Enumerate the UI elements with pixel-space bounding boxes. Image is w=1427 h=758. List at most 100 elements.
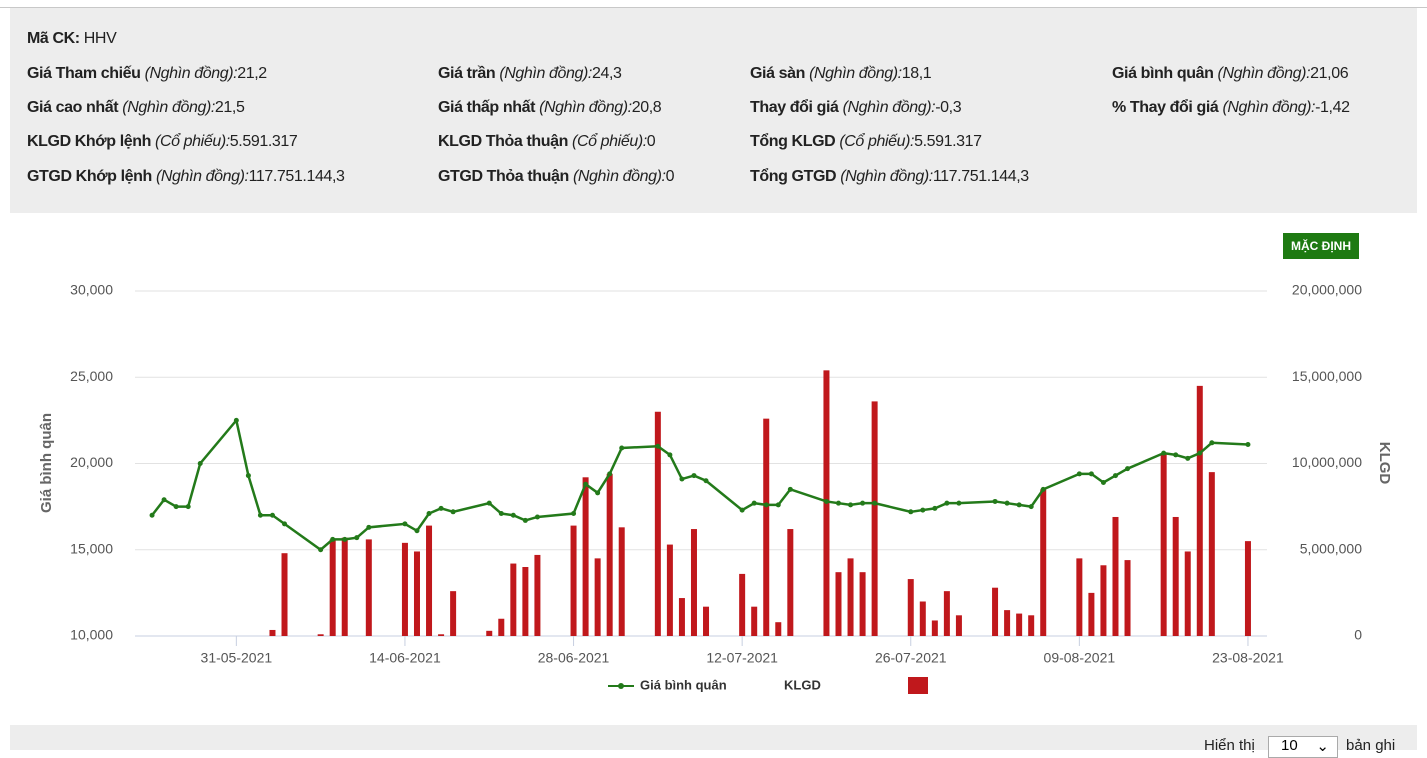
x-tick-label: 26-07-2021 [875, 650, 947, 666]
y2-tick-label: 0 [1354, 627, 1362, 643]
bar [329, 539, 336, 636]
info-unit: (Cổ phiếu): [839, 133, 915, 150]
price-point [1076, 471, 1082, 477]
info-label: KLGD Khớp lệnh [27, 133, 151, 150]
price-point [1112, 473, 1118, 479]
price-point [161, 497, 167, 503]
bar [871, 401, 878, 636]
price-point [438, 505, 444, 511]
show-label: Hiển thị [1204, 737, 1255, 754]
price-point [908, 509, 914, 515]
bar [690, 529, 697, 636]
info-unit: (Nghìn đồng): [539, 99, 632, 116]
price-point [739, 507, 745, 513]
bar [1040, 489, 1047, 636]
info-label: Giá cao nhất [27, 99, 119, 116]
reset-button[interactable]: MẶC ĐỊNH [1283, 233, 1359, 259]
info-item: Giá sàn (Nghìn đồng):18,1 [750, 65, 932, 83]
info-panel: Mã CK: HHV Giá Tham chiếu (Nghìn đồng):21… [10, 8, 1417, 213]
price-point [775, 502, 781, 508]
price-point [848, 502, 854, 508]
bar [1124, 560, 1131, 636]
bar [775, 622, 782, 636]
bar [1004, 610, 1011, 636]
info-value: 5.591.317 [914, 133, 982, 150]
info-unit: (Nghìn đồng): [155, 168, 249, 185]
price-point [366, 524, 372, 530]
price-line [151, 417, 1249, 552]
price-point [1173, 452, 1179, 458]
info-unit: (Nghìn đồng): [499, 65, 592, 82]
bar [486, 630, 493, 636]
info-label: GTGD Thỏa thuận [438, 168, 569, 185]
price-point [245, 473, 251, 479]
info-item: Giá thấp nhất (Nghìn đồng):20,8 [438, 99, 662, 117]
price-point [185, 504, 191, 510]
price-point [402, 521, 408, 527]
footer: Hiển thị 10 ⌄ bản ghi [10, 725, 1417, 758]
y2-tick-label: 5,000,000 [1300, 540, 1362, 556]
price-point [1161, 450, 1167, 456]
x-tick-label: 12-07-2021 [706, 650, 778, 666]
page-size-select[interactable]: 10 ⌄ [1268, 736, 1338, 758]
info-item: GTGD Khớp lệnh (Nghìn đồng):117.751.144,… [27, 168, 345, 186]
price-point [1028, 504, 1034, 510]
price-point [860, 500, 866, 506]
info-item: Mã CK: HHV [27, 30, 117, 48]
bar [450, 591, 457, 636]
price-point [835, 500, 841, 506]
price-point [1004, 500, 1010, 506]
price-point [414, 528, 420, 534]
chart: 10,000 15,000 20,000 25,000 30,000 0 5,000,000… [38, 282, 1393, 694]
price-point [510, 512, 516, 518]
price-point [1040, 486, 1046, 492]
bar [522, 567, 529, 636]
price-point [1197, 450, 1203, 456]
bar [835, 572, 842, 636]
price-point [257, 512, 263, 518]
price-point [607, 471, 613, 477]
bar [269, 629, 276, 636]
price-point [1125, 466, 1131, 472]
info-item: % Thay đổi giá (Nghìn đồng):-1,42 [1112, 99, 1350, 117]
bar [931, 620, 938, 636]
price-point [1100, 479, 1106, 485]
info-item: Thay đổi giá (Nghìn đồng):-0,3 [750, 99, 962, 117]
info-unit: (Nghìn đồng): [842, 99, 936, 116]
price-point [233, 417, 239, 423]
bar [1028, 615, 1035, 636]
records-label: bản ghi [1346, 737, 1396, 754]
info-value: 117.751.144,3 [248, 168, 345, 185]
y2-tick-label: 15,000,000 [1292, 368, 1362, 384]
bar [1112, 516, 1119, 636]
price-point [498, 511, 504, 517]
x-tick-label: 09-08-2021 [1044, 650, 1116, 666]
price-point [763, 502, 769, 508]
page-size: 10 [1281, 737, 1298, 754]
bar [401, 542, 408, 636]
price-point [450, 509, 456, 515]
price-point [703, 478, 709, 484]
bar [666, 544, 673, 636]
price-point [595, 490, 601, 496]
price-point [486, 500, 492, 506]
bar [1076, 558, 1083, 636]
bar [1160, 453, 1167, 636]
divider [0, 7, 1427, 8]
info-value: -1,42 [1315, 99, 1350, 116]
bar [1100, 565, 1107, 636]
y2-axis-title: KLGD [1376, 442, 1393, 485]
price-point [920, 507, 926, 513]
info-item: Tổng GTGD (Nghìn đồng):117.751.144,3 [750, 168, 1029, 186]
info-label: Giá trần [438, 65, 496, 82]
price-point [354, 535, 360, 541]
price-point [318, 547, 324, 553]
bar [787, 529, 794, 636]
legend-marker [618, 683, 624, 689]
bar [317, 634, 324, 636]
info-value: 0 [665, 168, 675, 185]
info-label: KLGD Thỏa thuận [438, 133, 568, 150]
bar [570, 525, 577, 636]
info-label: Tổng KLGD [750, 133, 836, 150]
info-unit: (Nghìn đồng): [144, 65, 238, 82]
